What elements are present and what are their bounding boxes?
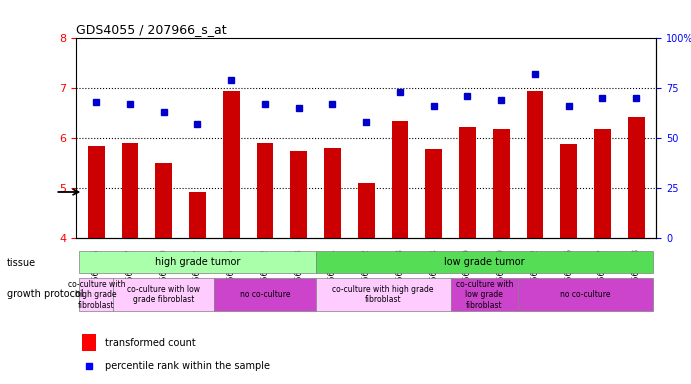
FancyBboxPatch shape [79, 278, 113, 311]
Text: GDS4055 / 207966_s_at: GDS4055 / 207966_s_at [76, 23, 227, 36]
Text: co-culture with
high grade
fibroblast: co-culture with high grade fibroblast [68, 280, 125, 310]
Bar [459, 127, 476, 238]
Text: transformed count: transformed count [105, 338, 196, 348]
Text: tissue: tissue [7, 258, 36, 268]
Bar [493, 129, 510, 238]
Bar [527, 91, 543, 238]
FancyBboxPatch shape [316, 278, 451, 311]
FancyBboxPatch shape [518, 278, 653, 311]
Bar [82, 334, 96, 351]
Text: co-culture with low
grade fibroblast: co-culture with low grade fibroblast [127, 285, 200, 305]
FancyBboxPatch shape [451, 278, 518, 311]
Text: growth protocol: growth protocol [7, 289, 84, 299]
Bar [392, 121, 408, 238]
Text: percentile rank within the sample: percentile rank within the sample [105, 361, 270, 371]
Bar [122, 143, 138, 238]
Bar [560, 144, 577, 238]
Bar [155, 163, 172, 238]
Text: high grade tumor: high grade tumor [155, 257, 240, 267]
Text: co-culture with high grade
fibroblast: co-culture with high grade fibroblast [332, 285, 434, 305]
Bar [290, 151, 307, 238]
Bar [358, 183, 375, 238]
Bar [324, 148, 341, 238]
FancyBboxPatch shape [214, 278, 316, 311]
Bar [223, 91, 240, 238]
Bar [594, 129, 611, 238]
FancyBboxPatch shape [316, 251, 653, 273]
Text: no co-culture: no co-culture [560, 290, 611, 299]
Bar [256, 143, 274, 238]
Text: no co-culture: no co-culture [240, 290, 290, 299]
FancyBboxPatch shape [79, 251, 316, 273]
FancyBboxPatch shape [113, 278, 214, 311]
Bar [425, 149, 442, 238]
Text: low grade tumor: low grade tumor [444, 257, 524, 267]
Bar [88, 146, 105, 238]
Bar [627, 117, 645, 238]
Text: co-culture with
low grade
fibroblast: co-culture with low grade fibroblast [455, 280, 513, 310]
Bar [189, 192, 206, 238]
